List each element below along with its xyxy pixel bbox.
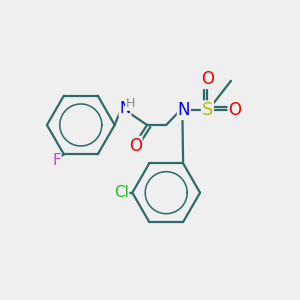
Text: N: N bbox=[119, 101, 131, 116]
Text: S: S bbox=[202, 101, 213, 119]
Text: F: F bbox=[52, 153, 61, 168]
Text: Cl: Cl bbox=[114, 185, 129, 200]
Text: O: O bbox=[228, 101, 241, 119]
Text: H: H bbox=[126, 97, 135, 110]
Text: O: O bbox=[129, 136, 142, 154]
Text: O: O bbox=[201, 70, 214, 88]
Text: N: N bbox=[178, 101, 190, 119]
